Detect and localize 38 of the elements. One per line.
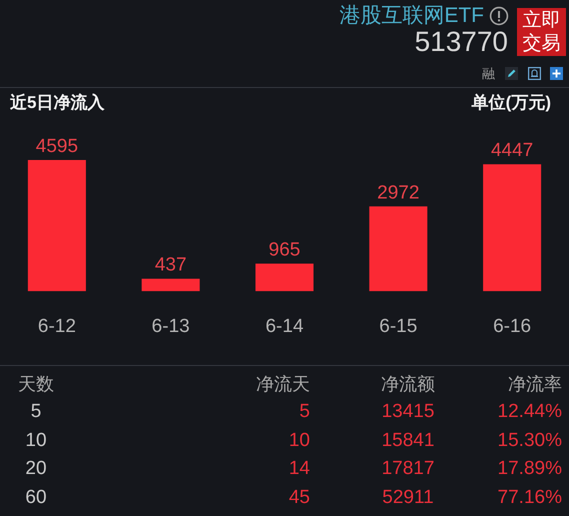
text: 10 bbox=[288, 430, 310, 451]
bar bbox=[483, 164, 542, 292]
category-label: 20 bbox=[25, 458, 47, 480]
x-tick-label: 6-15 bbox=[379, 316, 418, 337]
text: 17817 bbox=[382, 458, 434, 480]
text: 17.89% bbox=[498, 458, 562, 480]
category-label: 净流率 bbox=[508, 373, 562, 396]
text: 5 bbox=[299, 401, 310, 422]
text: 45 bbox=[288, 487, 310, 508]
data-label: 4595 bbox=[36, 136, 78, 157]
text: 天数 bbox=[18, 373, 54, 396]
bar bbox=[142, 278, 200, 292]
bar bbox=[255, 264, 314, 292]
text: 14 bbox=[288, 458, 310, 480]
text: 77.16% bbox=[498, 487, 562, 508]
category-label: 10 bbox=[25, 430, 47, 451]
bar bbox=[28, 160, 86, 292]
text: 单位(万元) bbox=[472, 92, 551, 114]
text: 15841 bbox=[382, 430, 434, 451]
data-label: 2972 bbox=[377, 182, 420, 204]
x-tick-label: 6-13 bbox=[152, 316, 190, 337]
text: 融 bbox=[482, 66, 495, 82]
text: 52911 bbox=[382, 487, 434, 508]
text: 13415 bbox=[382, 401, 434, 422]
chart-title: 近5日净流入 bbox=[10, 92, 104, 114]
text: 12.44% bbox=[498, 401, 562, 422]
category-label: 60 bbox=[25, 487, 47, 508]
bar bbox=[369, 206, 428, 292]
data-label: 4447 bbox=[490, 140, 534, 162]
category-label: 净流天 bbox=[256, 373, 310, 396]
category-label: 5 bbox=[30, 401, 42, 422]
text: 15.30% bbox=[498, 430, 562, 451]
data-label: 437 bbox=[154, 254, 187, 276]
x-tick-label: 6-12 bbox=[38, 316, 76, 337]
x-tick-label: 6-16 bbox=[493, 316, 532, 337]
category-label: 净流额 bbox=[381, 373, 435, 396]
data-label: 965 bbox=[268, 240, 300, 261]
x-tick-label: 6-14 bbox=[265, 316, 304, 337]
